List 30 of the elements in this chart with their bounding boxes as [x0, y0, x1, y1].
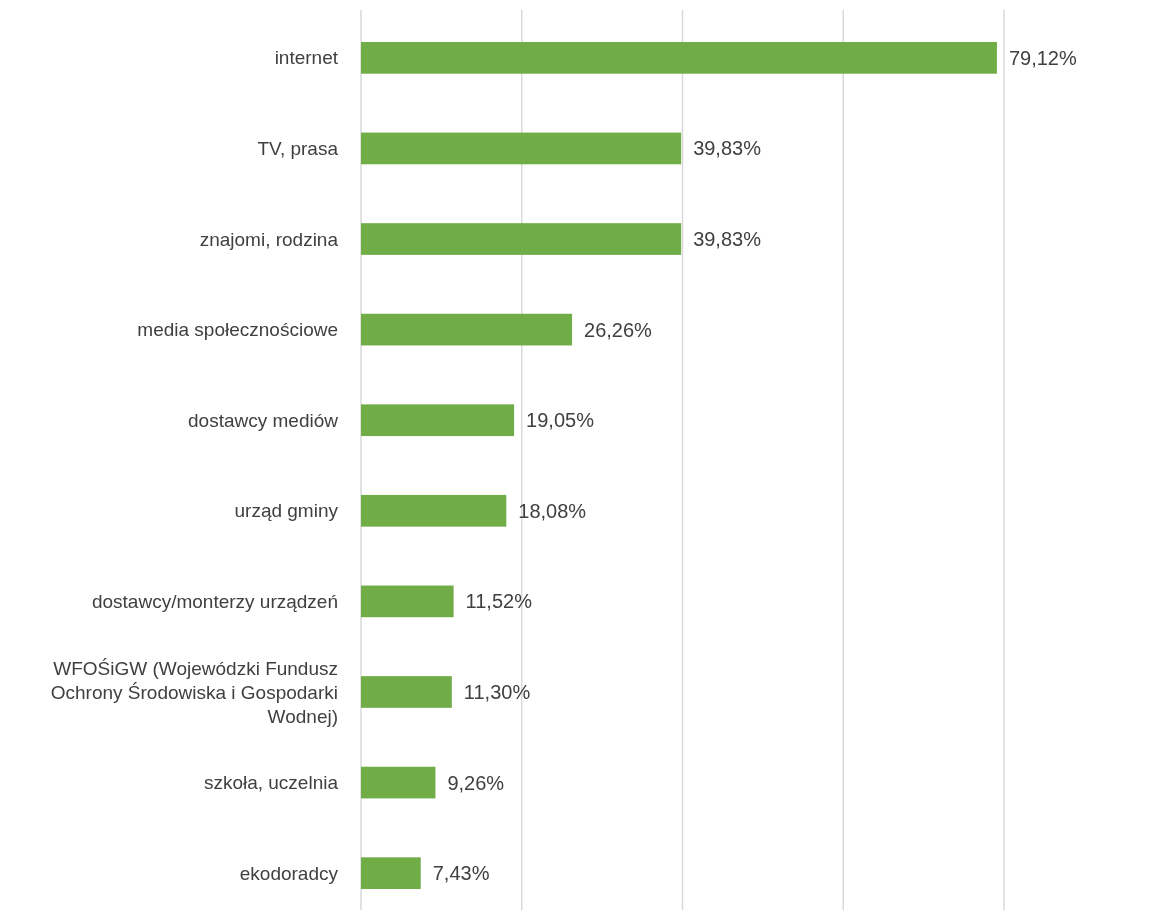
- bar: [361, 132, 682, 165]
- y-tick-label: ekodoradcy: [239, 862, 339, 884]
- y-tick-label: szkoła, uczelnia: [203, 772, 339, 794]
- data-label: 79,12%: [1008, 46, 1077, 69]
- bar: [361, 404, 515, 437]
- y-tick-label: dostawcy mediów: [188, 409, 339, 431]
- bar: [361, 585, 454, 618]
- y-tick-label: WFOŚiGW (Wojewódzki Fundusz Ochrony Środowiska i Gospodarki Wodnej): [50, 657, 338, 727]
- data-label: 18,08%: [518, 499, 587, 522]
- data-label: 7,43%: [432, 862, 490, 885]
- y-tick-label: TV, prasa: [257, 138, 339, 160]
- y-tick-label: internet: [274, 47, 339, 69]
- y-tick-label: urząd gminy: [234, 500, 339, 522]
- data-label: 9,26%: [447, 771, 505, 794]
- y-tick-label: dostawcy/monterzy urządzeń: [91, 591, 338, 613]
- data-label: 19,05%: [526, 409, 595, 432]
- bar: [361, 676, 452, 708]
- data-label: 39,83%: [693, 228, 762, 251]
- data-label: 39,83%: [693, 137, 762, 160]
- y-tick-label: media społecznościowe: [137, 319, 338, 341]
- data-label: 26,26%: [584, 318, 653, 341]
- data-label: 11,52%: [465, 590, 533, 613]
- bar: [361, 41, 997, 74]
- data-label: 11,30%: [463, 680, 531, 703]
- bar: [361, 223, 682, 255]
- bar: [361, 857, 421, 890]
- bar: [361, 313, 573, 346]
- y-tick-label: znajomi, rodzina: [199, 228, 339, 250]
- bar: [361, 766, 436, 799]
- bar: [361, 494, 507, 527]
